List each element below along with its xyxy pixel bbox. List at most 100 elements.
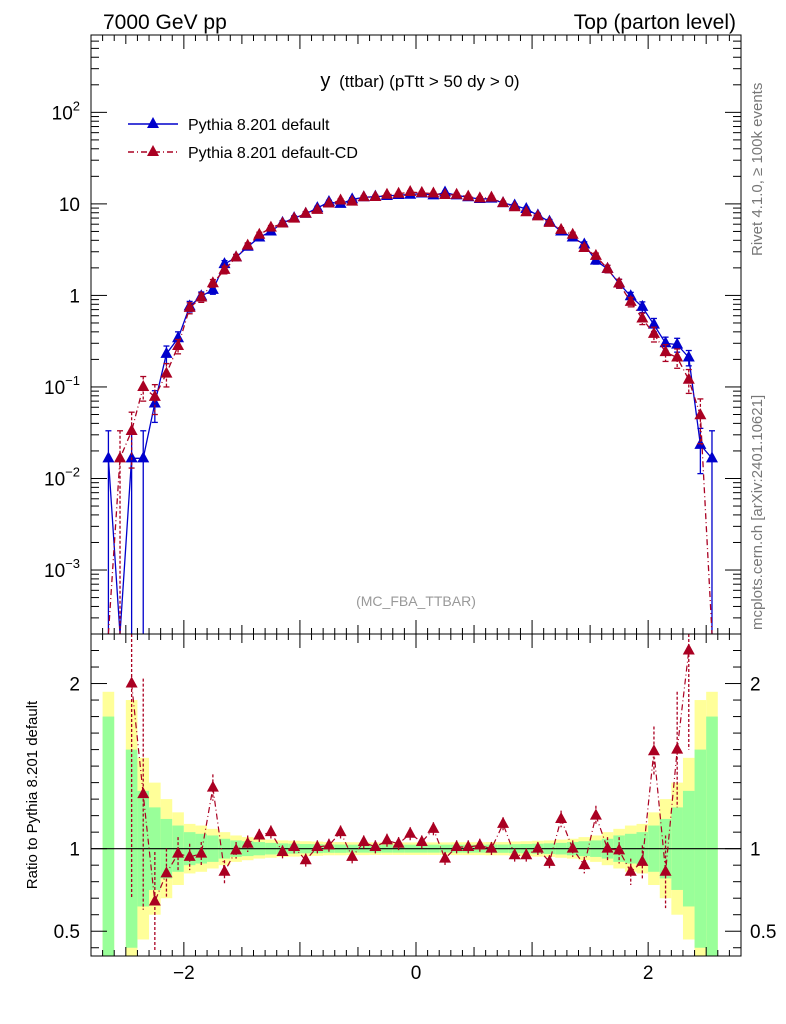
series-marker-1 <box>311 202 324 214</box>
ratio-marker <box>555 811 568 823</box>
y-tick-label-base: 10 <box>52 103 73 124</box>
mcplots-label: mcplots.cern.ch [arXiv:2401.10621] <box>749 395 766 630</box>
series-marker-1 <box>392 186 405 198</box>
x-tick-label: −2 <box>173 963 195 984</box>
series-line-0 <box>107 191 713 635</box>
ratio-marker <box>520 848 533 860</box>
series-marker-1 <box>299 206 312 218</box>
series-marker-1 <box>636 311 649 323</box>
series-marker-1 <box>439 188 452 200</box>
y-tick-label-base: 10 <box>44 378 65 399</box>
ratio-marker <box>206 780 219 792</box>
series-marker-0 <box>160 346 173 358</box>
ratio-marker <box>647 744 660 756</box>
series-marker-1 <box>508 200 521 212</box>
ratio-marker <box>531 841 544 853</box>
ratio-marker <box>195 846 208 858</box>
series-marker-1 <box>520 205 533 217</box>
ratio-marker <box>415 835 428 847</box>
ratio-marker <box>276 844 289 856</box>
series-marker-1 <box>230 250 243 262</box>
ratio-marker <box>172 846 185 858</box>
series-marker-0 <box>137 451 150 463</box>
y-tick-label-exp: −2 <box>65 464 80 479</box>
ratio-marker <box>589 808 602 820</box>
ratio-marker <box>253 828 266 840</box>
series-marker-0 <box>125 451 138 463</box>
ratio-marker <box>601 841 614 853</box>
ratio-tick-label-right: 0.5 <box>750 922 776 943</box>
ratio-marker <box>334 825 347 837</box>
series-marker-1 <box>624 294 637 306</box>
series-layer <box>102 184 718 952</box>
y-tick-label-main: 10−3 <box>44 556 80 582</box>
ratio-marker <box>508 848 521 860</box>
series-marker-1 <box>450 187 463 199</box>
plot-title-main: y <box>320 70 330 92</box>
y-tick-label-main: 10−1 <box>44 373 80 399</box>
legend-label-default: Pythia 8.201 default <box>188 117 330 134</box>
series-marker-1 <box>531 209 544 221</box>
band-green <box>102 716 115 956</box>
y-tick-label-main: 10 <box>59 195 80 216</box>
series-marker-1 <box>206 276 219 288</box>
band-green <box>706 716 718 956</box>
series-marker-1 <box>497 196 510 208</box>
ratio-tick-label-left: 1 <box>69 840 80 861</box>
ratio-marker <box>404 826 417 838</box>
series-marker-1 <box>357 190 370 202</box>
series-marker-1 <box>334 193 347 205</box>
series-marker-0 <box>636 299 649 311</box>
ratio-frame <box>90 633 742 957</box>
series-marker-0 <box>647 317 660 329</box>
series-marker-1 <box>462 189 475 201</box>
ratio-tick-label-right: 1 <box>750 840 761 861</box>
series-marker-1 <box>694 408 707 420</box>
series-marker-1 <box>195 290 208 302</box>
ratio-marker <box>566 841 579 853</box>
series-marker-1 <box>473 191 486 203</box>
series-marker-1 <box>172 339 185 351</box>
ratio-marker <box>485 841 498 853</box>
ratio-marker <box>636 854 649 866</box>
ratio-marker <box>392 836 405 848</box>
ratio-marker <box>357 835 370 847</box>
ratio-marker <box>439 851 452 863</box>
ratio-marker <box>624 864 637 876</box>
series-marker-1 <box>485 190 498 202</box>
series-marker-1 <box>183 300 196 312</box>
ratio-marker <box>543 854 556 866</box>
series-marker-1 <box>241 238 254 250</box>
series-marker-1 <box>404 184 417 196</box>
plot-title-rest: (ttbar) (pTtt > 50 dy > 0) <box>339 72 519 91</box>
ratio-marker <box>218 864 231 876</box>
series-marker-1 <box>160 366 173 378</box>
series-marker-1 <box>380 187 393 199</box>
series-marker-1 <box>288 211 301 223</box>
ratio-marker <box>682 643 695 655</box>
series-marker-1 <box>415 185 428 197</box>
ratio-marker <box>241 836 254 848</box>
series-marker-0 <box>671 337 684 349</box>
ratio-marker <box>299 853 312 865</box>
ratio-marker <box>427 821 440 833</box>
series-marker-1 <box>125 424 138 436</box>
ratio-marker <box>369 840 382 852</box>
ratio-tick-label-left: 2 <box>69 675 80 696</box>
ratio-marker <box>497 816 510 828</box>
ratio-marker <box>230 843 243 855</box>
x-tick-label: 0 <box>411 963 422 984</box>
legend-marker-cd <box>147 145 159 156</box>
ratio-marker <box>450 840 463 852</box>
series-marker-0 <box>705 451 718 463</box>
x-tick-label: 2 <box>643 963 654 984</box>
series-marker-0 <box>102 451 115 463</box>
ratio-marker <box>473 838 486 850</box>
series-marker-1 <box>659 345 672 357</box>
ratio-marker <box>160 866 173 878</box>
ratio-marker <box>578 858 591 870</box>
series-marker-1 <box>148 389 161 401</box>
legend-label-cd: Pythia 8.201 default-CD <box>188 145 358 162</box>
y-tick-label-base: 10 <box>44 469 65 490</box>
ratio-marker <box>346 849 359 861</box>
